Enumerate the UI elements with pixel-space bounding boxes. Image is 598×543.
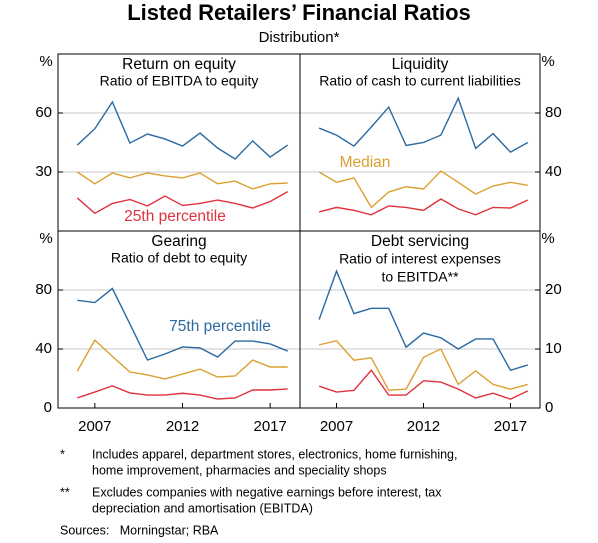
- frame: [57, 53, 541, 409]
- note-text: Includes apparel, department stores, ele…: [92, 447, 457, 461]
- panel-title: Gearing: [151, 233, 206, 250]
- y-tick-label: 80: [35, 281, 52, 298]
- panel-subtitle: Ratio of cash to current liabilities: [319, 73, 521, 89]
- series-label: 75th percentile: [169, 318, 271, 335]
- series-label: Median: [340, 154, 391, 171]
- panel-title: Liquidity: [392, 56, 449, 73]
- x-tick-label: 2007: [320, 418, 353, 435]
- series-line: [318, 339, 529, 392]
- note-marker: **: [60, 485, 70, 499]
- series-line: [76, 100, 289, 160]
- x-tick-label: 2017: [254, 418, 287, 435]
- panel-title: Debt servicing: [371, 233, 469, 250]
- panel-subtitle: Ratio of EBITDA to equity: [100, 73, 259, 89]
- x-tick-label: 2007: [78, 418, 111, 435]
- x-tick-label: 2017: [494, 418, 527, 435]
- chart-title: Listed Retailers’ Financial Ratios: [127, 0, 471, 25]
- y-tick-label: 0: [545, 399, 553, 416]
- y-tick-label: 10: [545, 340, 562, 357]
- lines: [76, 96, 529, 400]
- series-line: [318, 198, 529, 216]
- series-line: [77, 287, 288, 361]
- x-tick-label: 2012: [166, 418, 199, 435]
- note-text: home improvement, pharmacies and special…: [92, 463, 387, 477]
- source: Sources: Morningstar; RBA: [60, 523, 219, 537]
- y-tick-label: 40: [545, 163, 562, 180]
- grids: [58, 112, 540, 409]
- series-line: [318, 96, 529, 153]
- series-line: [77, 385, 288, 400]
- y-unit: %: [39, 230, 52, 247]
- note-text: Excludes companies with negative earning…: [92, 485, 442, 499]
- panel-subtitle: Ratio of interest expenses: [339, 251, 501, 267]
- series-line: [318, 170, 528, 209]
- y-unit: %: [541, 230, 554, 247]
- y-tick-label: 30: [35, 163, 52, 180]
- series-line: [318, 369, 529, 400]
- panel-subtitle: Ratio of debt to equity: [111, 250, 247, 266]
- y-tick-label: 80: [545, 104, 562, 121]
- panel-subtitle: to EBITDA**: [381, 269, 459, 285]
- y-tick-label: 40: [35, 340, 52, 357]
- note-text: depreciation and amortisation (EBITDA): [92, 501, 313, 515]
- x-tick-label: 2012: [407, 418, 440, 435]
- panel-title: Return on equity: [122, 56, 236, 73]
- series-label: 25th percentile: [124, 208, 226, 225]
- y-tick-label: 60: [35, 104, 52, 121]
- y-tick-label: 20: [545, 281, 562, 298]
- y-tick-label: 0: [44, 399, 52, 416]
- series-line: [76, 339, 288, 380]
- y-unit: %: [541, 53, 554, 70]
- series-line: [76, 191, 289, 215]
- y-unit: %: [39, 53, 52, 70]
- chart-subtitle: Distribution*: [259, 29, 340, 46]
- series-line: [76, 171, 288, 190]
- series-line: [318, 269, 529, 372]
- note-marker: *: [60, 447, 65, 461]
